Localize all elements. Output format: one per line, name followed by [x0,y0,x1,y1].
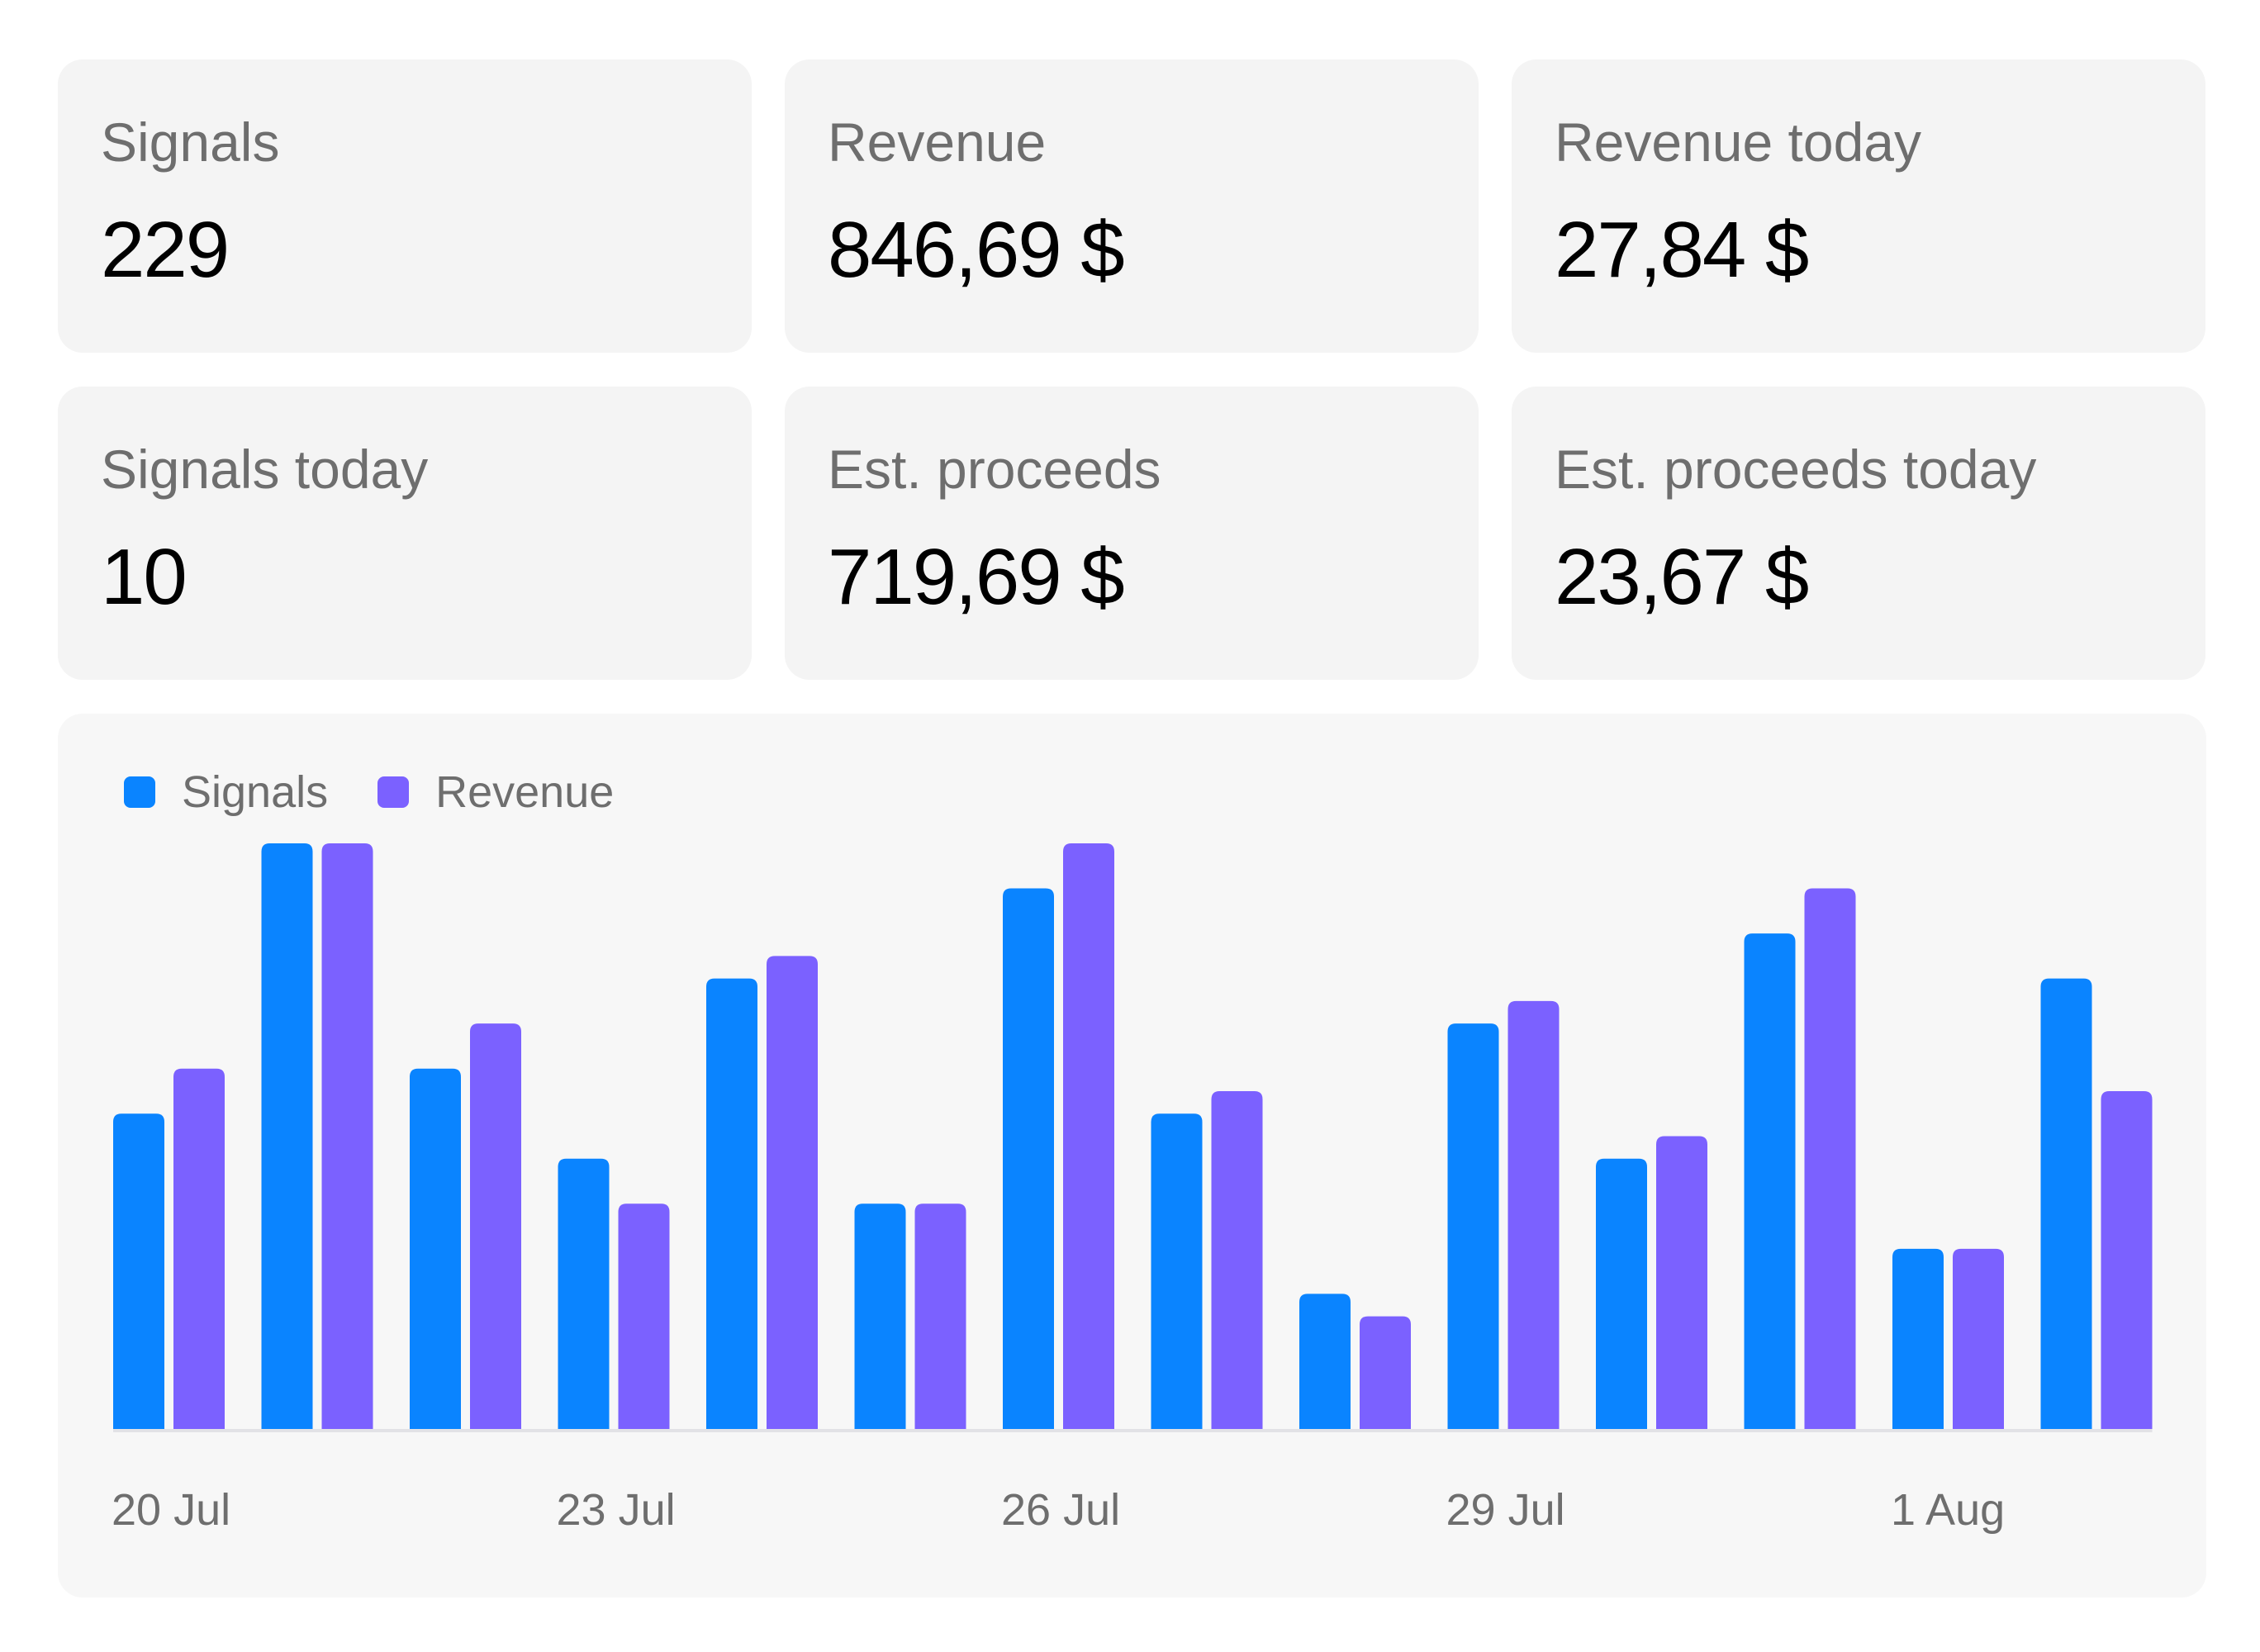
bar-revenue-1[interactable] [321,843,373,1429]
card-label: Revenue [828,112,1047,173]
chart-panel: Signals Revenue 20 Jul 23 Jul 26 Jul 29 Jul… [58,714,2206,1597]
card-value: 229 [101,206,230,294]
legend-label-revenue: Revenue [435,767,615,817]
bar-signals-10[interactable] [1596,1158,1647,1429]
card-value: 23,67 $ [1555,533,1809,621]
bar-revenue-11[interactable] [1804,888,1856,1429]
bar-revenue-7[interactable] [1211,1090,1263,1429]
x-tick-label: 23 Jul [557,1485,676,1535]
bar-signals-2[interactable] [410,1068,461,1429]
bar-revenue-10[interactable] [1656,1136,1707,1430]
legend-item-signals[interactable]: Signals [124,767,328,818]
card-value: 846,69 $ [828,206,1125,294]
legend-label-signals: Signals [182,767,329,817]
x-tick-label: 29 Jul [1446,1485,1565,1535]
card-value: 10 [101,533,188,621]
x-tick-label: 26 Jul [1001,1485,1120,1535]
bar-revenue-0[interactable] [173,1068,225,1429]
legend-swatch-signals [124,776,155,808]
bar-signals-13[interactable] [2040,978,2092,1429]
bar-revenue-4[interactable] [767,956,818,1429]
card-est-proceeds: Est. proceeds 719,69 $ [785,387,1479,680]
bar-revenue-13[interactable] [2101,1090,2153,1429]
bar-signals-7[interactable] [1151,1113,1203,1429]
legend-item-revenue[interactable]: Revenue [377,767,614,818]
bar-signals-1[interactable] [261,843,313,1429]
card-label: Est. proceeds [828,439,1161,500]
bar-chart: 20 Jul 23 Jul 26 Jul 29 Jul 1 Aug [112,843,2153,1535]
card-value: 27,84 $ [1555,206,1809,294]
bar-revenue-6[interactable] [1063,843,1114,1429]
card-signals: Signals 229 [58,59,752,353]
bar-revenue-5[interactable] [914,1203,966,1429]
bar-signals-12[interactable] [1892,1248,1944,1429]
card-label: Signals [101,112,280,173]
bar-signals-5[interactable] [854,1203,906,1429]
bar-signals-6[interactable] [1003,888,1054,1429]
card-label: Est. proceeds today [1555,439,2037,500]
card-label: Signals today [101,439,429,500]
bar-revenue-9[interactable] [1507,1000,1560,1429]
x-tick-label: 1 Aug [1891,1485,2005,1535]
card-signals-today: Signals today 10 [58,387,752,680]
bar-signals-8[interactable] [1299,1294,1351,1429]
card-value: 719,69 $ [828,533,1125,621]
bar-signals-9[interactable] [1447,1023,1499,1429]
chart-legend: Signals Revenue [124,767,663,818]
card-revenue-today: Revenue today 27,84 $ [1512,59,2205,353]
bar-revenue-8[interactable] [1360,1316,1411,1429]
legend-swatch-revenue [377,776,410,808]
bar-revenue-12[interactable] [1953,1248,2004,1429]
bar-revenue-3[interactable] [618,1203,670,1429]
card-label: Revenue today [1555,112,1921,173]
card-revenue: Revenue 846,69 $ [785,59,1479,353]
x-tick-label: 20 Jul [112,1485,230,1535]
card-est-proceeds-today: Est. proceeds today 23,67 $ [1512,387,2205,680]
bar-revenue-2[interactable] [470,1023,521,1429]
bar-signals-4[interactable] [706,978,757,1429]
bar-signals-3[interactable] [558,1158,610,1429]
bar-signals-11[interactable] [1744,933,1796,1429]
bar-signals-0[interactable] [113,1113,164,1429]
